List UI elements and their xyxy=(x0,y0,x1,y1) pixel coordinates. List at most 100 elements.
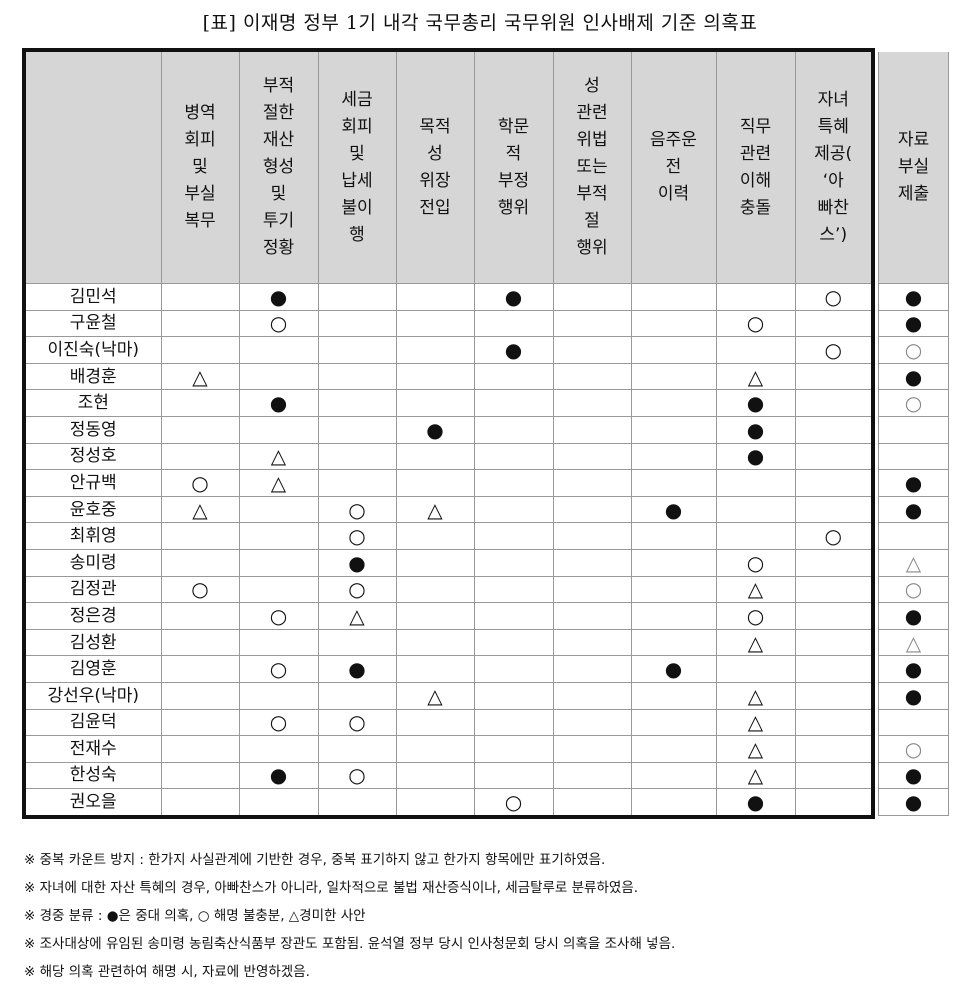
column-header: 학문 적 부정 행위 xyxy=(473,49,554,284)
minister-name: 정성호 xyxy=(23,442,162,471)
rating-cell xyxy=(395,548,475,577)
rating-cell xyxy=(160,548,240,577)
rating-cell xyxy=(552,575,632,604)
rating-cell: ● xyxy=(715,415,796,444)
rating-cell xyxy=(238,362,319,391)
rating-cell xyxy=(552,602,632,630)
rating-cell: ● xyxy=(878,681,949,710)
rating-cell xyxy=(238,522,319,550)
note: ※ 경중 분류 : ●은 중대 의혹, ○ 해명 불충분, △경미한 사안 xyxy=(24,908,366,924)
rating-cell: ● xyxy=(630,655,717,683)
rating-cell xyxy=(160,415,240,444)
rating-cell xyxy=(552,681,632,710)
rating-cell: ○ xyxy=(878,336,949,364)
rating-cell xyxy=(238,628,319,657)
rating-cell xyxy=(878,708,949,737)
rating-cell: ● xyxy=(630,495,717,524)
rating-cell: ○ xyxy=(878,735,949,763)
rating-cell: △ xyxy=(715,761,796,790)
rating-cell xyxy=(160,283,240,311)
rating-cell xyxy=(395,336,475,364)
minister-name: 김정관 xyxy=(23,575,162,604)
table-row: 구윤철 ○ ○ xyxy=(23,309,874,338)
rating-cell xyxy=(160,309,240,338)
rating-cell: ○ xyxy=(238,655,319,683)
rating-cell xyxy=(552,336,632,364)
rating-cell xyxy=(552,362,632,391)
table-row: ○ xyxy=(878,575,949,604)
rating-cell xyxy=(794,415,874,444)
table-row: ● xyxy=(878,788,949,816)
rating-cell xyxy=(395,655,475,683)
rating-cell: ● xyxy=(878,469,949,497)
rating-cell xyxy=(630,628,717,657)
rating-cell: ○ xyxy=(238,708,319,737)
minister-name: 최휘영 xyxy=(23,522,162,550)
rating-cell xyxy=(794,575,874,604)
rating-cell xyxy=(160,628,240,657)
rating-cell xyxy=(552,522,632,550)
rating-cell xyxy=(794,602,874,630)
table-row: 김윤덕 ○ ○ △ xyxy=(23,708,874,737)
rating-cell xyxy=(238,681,319,710)
rating-cell xyxy=(630,469,717,497)
table-row: 김정관 ○ ○ △ xyxy=(23,575,874,604)
rating-cell xyxy=(630,788,717,818)
rating-cell: ● xyxy=(238,761,319,790)
minister-name: 김성환 xyxy=(23,628,162,657)
rating-cell xyxy=(317,283,397,311)
rating-cell xyxy=(630,283,717,311)
rating-cell xyxy=(552,309,632,338)
rating-cell: △ xyxy=(715,708,796,737)
rating-cell xyxy=(317,681,397,710)
rating-cell: ○ xyxy=(878,389,949,417)
rating-cell xyxy=(473,708,554,737)
rating-cell: △ xyxy=(238,442,319,471)
rating-cell xyxy=(473,735,554,763)
rating-cell: ○ xyxy=(317,708,397,737)
rating-cell xyxy=(473,442,554,471)
minister-name: 강선우(낙마) xyxy=(23,681,162,710)
rating-cell xyxy=(630,681,717,710)
rating-cell xyxy=(317,309,397,338)
minister-name: 정동영 xyxy=(23,415,162,444)
rating-cell xyxy=(395,283,475,311)
rating-cell xyxy=(794,548,874,577)
table-row: ● xyxy=(878,283,949,311)
rating-cell xyxy=(317,628,397,657)
rating-cell: △ xyxy=(395,681,475,710)
rating-cell xyxy=(630,442,717,471)
header-자료부실제출: 자료 부실 제출 xyxy=(878,49,949,284)
table-row: 이진숙(낙마) ● ○ xyxy=(23,336,874,364)
rating-cell: ○ xyxy=(317,761,397,790)
note: ※ 조사대상에 유임된 송미령 농림축산식품부 장관도 포함됨. 윤석열 정부 … xyxy=(24,936,676,952)
rating-cell: △ xyxy=(715,628,796,657)
rating-cell xyxy=(473,575,554,604)
table-row: 강선우(낙마) △ △ xyxy=(23,681,874,710)
table-row: ● xyxy=(878,655,949,683)
rating-cell: ○ xyxy=(794,336,874,364)
column-header: 음주운 전 이력 xyxy=(630,49,717,284)
rating-cell xyxy=(160,655,240,683)
column-header: 병역 회피 및 부실 복무 xyxy=(160,49,240,284)
rating-cell xyxy=(160,522,240,550)
rating-cell: ● xyxy=(395,415,475,444)
minister-name: 안규백 xyxy=(23,469,162,497)
rating-cell xyxy=(552,735,632,763)
rating-cell xyxy=(395,602,475,630)
rating-cell: ○ xyxy=(317,495,397,524)
rating-cell: ○ xyxy=(160,575,240,604)
table-row xyxy=(878,522,949,550)
rating-cell: ○ xyxy=(317,575,397,604)
rating-cell xyxy=(473,548,554,577)
rating-cell xyxy=(238,788,319,818)
rating-cell xyxy=(552,788,632,818)
rating-cell: ● xyxy=(878,788,949,816)
table-row: ○ xyxy=(878,336,949,364)
column-header: 목적 성 위장 전입 xyxy=(395,49,475,284)
rating-cell: △ xyxy=(238,469,319,497)
rating-cell: ○ xyxy=(794,522,874,550)
table-row: △ xyxy=(878,548,949,577)
rating-cell xyxy=(715,522,796,550)
rating-cell xyxy=(160,735,240,763)
